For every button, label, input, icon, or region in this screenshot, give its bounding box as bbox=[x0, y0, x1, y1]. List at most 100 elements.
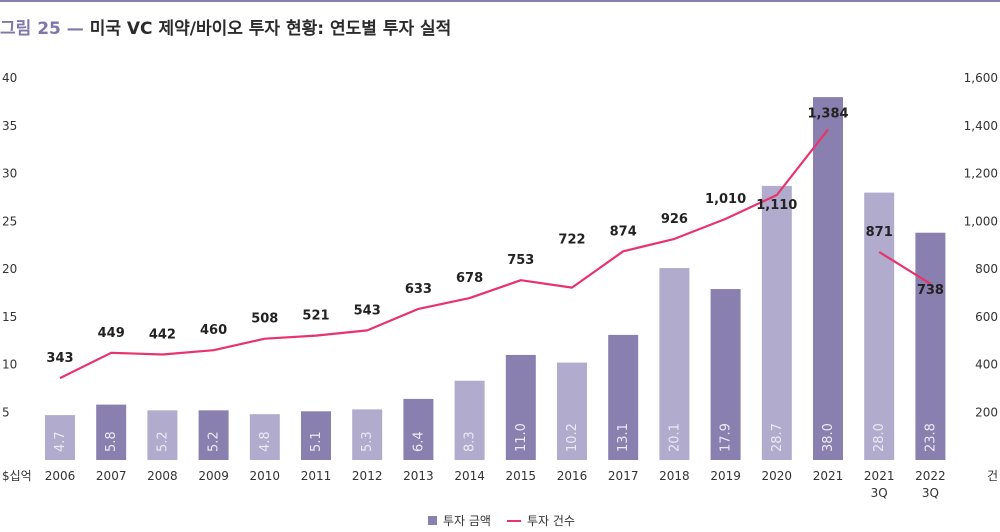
bar-value-label: 4.8 bbox=[258, 431, 273, 452]
legend-line-label: 투자 건수 bbox=[526, 514, 575, 528]
legend-line-swatch bbox=[506, 519, 521, 522]
x-tick-label: 2022 bbox=[915, 469, 946, 483]
x-tick-label: 2012 bbox=[352, 469, 383, 483]
bar-value-label: 23.8 bbox=[923, 423, 938, 452]
bar-value-label: 20.1 bbox=[667, 423, 682, 452]
y-right-unit: 건 bbox=[987, 469, 998, 483]
x-tick-label: 2019 bbox=[710, 469, 741, 483]
line-value-label: 871 bbox=[866, 225, 893, 240]
y-left-tick-label: 40 bbox=[2, 71, 17, 85]
title-text: 미국 VC 제약/바이오 투자 현황: 연도별 투자 실적 bbox=[89, 19, 452, 39]
bar bbox=[96, 404, 127, 460]
bar-value-label: 5.1 bbox=[309, 431, 324, 452]
bar bbox=[352, 409, 383, 460]
bar-value-label: 5.2 bbox=[155, 431, 170, 452]
line-value-label: 442 bbox=[149, 327, 176, 342]
line-value-label: 633 bbox=[405, 282, 432, 297]
y-left-tick-label: 10 bbox=[2, 358, 17, 372]
bar-value-label: 5.3 bbox=[360, 431, 375, 452]
x-tick-label: 2016 bbox=[557, 469, 588, 483]
bar-value-label: 28.7 bbox=[770, 423, 785, 452]
bar-value-label: 13.1 bbox=[616, 423, 631, 452]
bar bbox=[249, 414, 280, 460]
y-right-tick-label: 800 bbox=[975, 262, 998, 276]
bar-value-label: 38.0 bbox=[821, 423, 836, 452]
legend-bar-label: 투자 금액 bbox=[443, 514, 491, 528]
figure-number: 그림 25 bbox=[0, 19, 61, 39]
bar-value-label: 5.2 bbox=[207, 431, 222, 452]
bar bbox=[557, 362, 587, 460]
bar bbox=[659, 268, 690, 460]
bar-value-label: 6.4 bbox=[411, 431, 426, 452]
bar bbox=[403, 398, 434, 460]
title-dash: — bbox=[66, 19, 84, 39]
line-value-label: 343 bbox=[46, 351, 73, 366]
bar-value-label: 17.9 bbox=[719, 423, 734, 452]
bar bbox=[608, 334, 639, 460]
x-tick-label: 3Q bbox=[871, 486, 888, 500]
line-value-label: 738 bbox=[917, 283, 944, 298]
top-rule bbox=[0, 0, 1000, 2]
line-value-label: 678 bbox=[456, 271, 483, 286]
bar bbox=[198, 410, 229, 460]
line-value-label: 874 bbox=[610, 224, 637, 239]
y-right-tick-label: 1,200 bbox=[964, 167, 998, 181]
line-value-label: 1,010 bbox=[705, 192, 746, 207]
bar bbox=[45, 415, 75, 460]
x-tick-label: 2021 bbox=[813, 469, 844, 483]
y-right-tick-label: 1,000 bbox=[964, 214, 998, 228]
bar bbox=[710, 289, 741, 460]
bar bbox=[864, 192, 895, 460]
x-tick-label: 2021 bbox=[864, 469, 895, 483]
x-tick-label: 2018 bbox=[659, 469, 690, 483]
y-left-tick-label: 20 bbox=[2, 262, 17, 276]
line-value-label: 1,384 bbox=[807, 107, 848, 122]
y-left-tick-label: 5 bbox=[2, 405, 10, 419]
y-right-tick-label: 200 bbox=[975, 405, 998, 419]
line-value-label: 722 bbox=[558, 233, 585, 248]
x-tick-label: 3Q bbox=[922, 486, 939, 500]
bar bbox=[813, 97, 843, 460]
bar bbox=[147, 410, 178, 460]
chart-title: 그림 25 — 미국 VC 제약/바이오 투자 현황: 연도별 투자 실적 bbox=[0, 14, 451, 39]
bar-value-label: 5.8 bbox=[104, 431, 119, 452]
y-right-tick-label: 600 bbox=[975, 310, 998, 324]
legend: 투자 금액 투자 건수 bbox=[428, 512, 575, 529]
x-tick-label: 2011 bbox=[301, 469, 332, 483]
line-series bbox=[878, 251, 931, 285]
x-tick-label: 2015 bbox=[506, 469, 537, 483]
x-tick-label: 2008 bbox=[147, 469, 178, 483]
bar-value-label: 4.7 bbox=[53, 431, 68, 452]
y-right-tick-label: 1,600 bbox=[964, 71, 998, 85]
x-tick-label: 2017 bbox=[608, 469, 639, 483]
x-tick-label: 2007 bbox=[96, 469, 127, 483]
line-value-label: 1,110 bbox=[756, 198, 797, 213]
line-value-label: 753 bbox=[507, 253, 534, 268]
legend-bar-swatch bbox=[428, 516, 437, 525]
line-value-label: 543 bbox=[354, 303, 381, 318]
bar bbox=[761, 185, 792, 461]
bar bbox=[454, 380, 485, 460]
bar-value-label: 8.3 bbox=[463, 431, 478, 452]
y-left-tick-label: 15 bbox=[2, 310, 17, 324]
y-left-tick-label: 25 bbox=[2, 214, 17, 228]
line-value-label: 926 bbox=[661, 212, 688, 227]
y-right-tick-label: 1,400 bbox=[964, 119, 998, 133]
bar bbox=[301, 411, 331, 460]
x-tick-label: 2006 bbox=[45, 469, 76, 483]
bar-value-label: 10.2 bbox=[565, 423, 580, 452]
line-value-label: 449 bbox=[98, 326, 125, 341]
x-tick-label: 2013 bbox=[403, 469, 434, 483]
y-right-tick-label: 400 bbox=[975, 358, 998, 372]
x-tick-label: 2020 bbox=[762, 469, 793, 483]
y-left-unit: $십억 bbox=[2, 469, 32, 483]
line-series bbox=[59, 128, 829, 380]
bar bbox=[505, 354, 536, 460]
x-tick-label: 2009 bbox=[198, 469, 229, 483]
y-left-tick-label: 35 bbox=[2, 119, 17, 133]
line-value-label: 521 bbox=[302, 309, 329, 324]
y-left-tick-label: 30 bbox=[2, 167, 17, 181]
x-tick-label: 2014 bbox=[454, 469, 485, 483]
bar bbox=[915, 232, 946, 460]
